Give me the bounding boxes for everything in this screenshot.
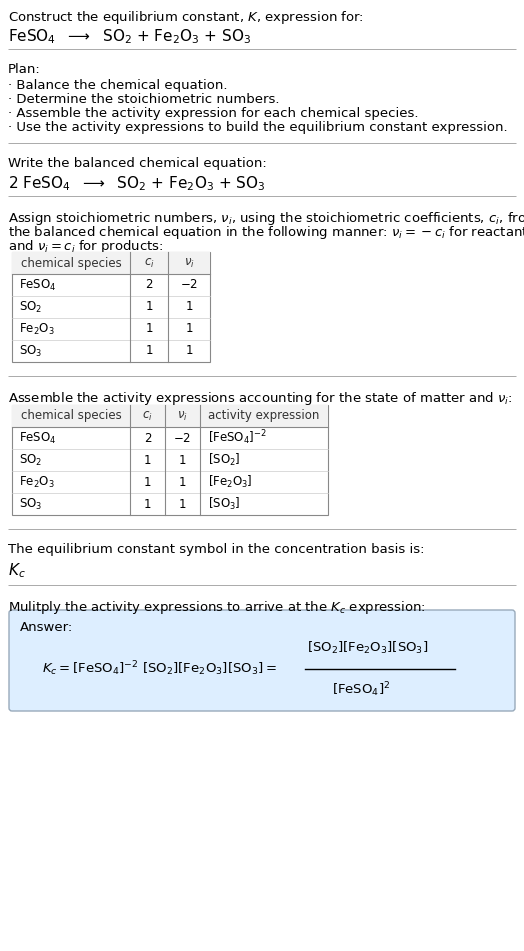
Bar [12,405,328,427]
Text: 1: 1 [179,454,186,467]
Text: 1: 1 [144,497,151,511]
Text: Fe$_2$O$_3$: Fe$_2$O$_3$ [19,475,54,490]
Text: · Use the activity expressions to build the equilibrium constant expression.: · Use the activity expressions to build … [8,121,508,134]
Text: 2: 2 [145,279,153,292]
FancyBboxPatch shape [9,610,515,711]
Text: · Balance the chemical equation.: · Balance the chemical equation. [8,79,227,92]
Text: FeSO$_4$  $\longrightarrow$  SO$_2$ + Fe$_2$O$_3$ + SO$_3$: FeSO$_4$ $\longrightarrow$ SO$_2$ + Fe$_… [8,27,251,46]
Text: [Fe$_2$O$_3$]: [Fe$_2$O$_3$] [208,474,253,490]
Text: chemical species: chemical species [20,257,122,269]
Text: · Determine the stoichiometric numbers.: · Determine the stoichiometric numbers. [8,93,279,106]
Text: Assign stoichiometric numbers, $\nu_i$, using the stoichiometric coefficients, $: Assign stoichiometric numbers, $\nu_i$, … [8,210,524,227]
Text: Mulitply the activity expressions to arrive at the $K_c$ expression:: Mulitply the activity expressions to arr… [8,599,426,616]
Text: 1: 1 [179,497,186,511]
Text: 1: 1 [144,476,151,489]
Text: [SO$_2$]: [SO$_2$] [208,452,241,468]
Text: 1: 1 [185,344,193,358]
Text: 1: 1 [185,322,193,336]
Bar [12,252,210,274]
Bar [12,252,210,362]
Text: SO$_3$: SO$_3$ [19,343,42,359]
Text: FeSO$_4$: FeSO$_4$ [19,431,57,446]
Text: 2 FeSO$_4$  $\longrightarrow$  SO$_2$ + Fe$_2$O$_3$ + SO$_3$: 2 FeSO$_4$ $\longrightarrow$ SO$_2$ + Fe… [8,174,266,193]
Text: Answer:: Answer: [20,621,73,634]
Text: SO$_3$: SO$_3$ [19,496,42,512]
Text: 1: 1 [145,301,153,314]
Text: 1: 1 [144,454,151,467]
Bar [12,405,328,515]
Text: The equilibrium constant symbol in the concentration basis is:: The equilibrium constant symbol in the c… [8,543,424,556]
Text: the balanced chemical equation in the following manner: $\nu_i = -c_i$ for react: the balanced chemical equation in the fo… [8,224,524,241]
Text: Construct the equilibrium constant, $K$, expression for:: Construct the equilibrium constant, $K$,… [8,9,364,26]
Text: $K_c = [\mathrm{FeSO_4}]^{-2}\ [\mathrm{SO_2}][\mathrm{Fe_2O_3}][\mathrm{SO_3}] : $K_c = [\mathrm{FeSO_4}]^{-2}\ [\mathrm{… [42,659,277,678]
Text: $K_c$: $K_c$ [8,561,26,580]
Text: Write the balanced chemical equation:: Write the balanced chemical equation: [8,157,267,170]
Text: $[\mathrm{FeSO_4}]^2$: $[\mathrm{FeSO_4}]^2$ [332,681,390,699]
Text: $-2$: $-2$ [173,432,192,444]
Text: $[\mathrm{SO_2}][\mathrm{Fe_2O_3}][\mathrm{SO_3}]$: $[\mathrm{SO_2}][\mathrm{Fe_2O_3}][\math… [307,639,428,655]
Text: 1: 1 [179,476,186,489]
Text: $c_i$: $c_i$ [142,410,153,422]
Text: 1: 1 [145,344,153,358]
Text: · Assemble the activity expression for each chemical species.: · Assemble the activity expression for e… [8,107,419,120]
Text: and $\nu_i = c_i$ for products:: and $\nu_i = c_i$ for products: [8,238,163,255]
Text: $-2$: $-2$ [180,279,198,292]
Text: 1: 1 [185,301,193,314]
Text: Fe$_2$O$_3$: Fe$_2$O$_3$ [19,321,54,337]
Text: [SO$_3$]: [SO$_3$] [208,496,241,512]
Text: chemical species: chemical species [20,410,122,422]
Text: activity expression: activity expression [209,410,320,422]
Text: 1: 1 [145,322,153,336]
Text: 2: 2 [144,432,151,444]
Text: $c_i$: $c_i$ [144,257,155,269]
Text: [FeSO$_4$]$^{-2}$: [FeSO$_4$]$^{-2}$ [208,429,267,447]
Text: Plan:: Plan: [8,63,41,76]
Text: SO$_2$: SO$_2$ [19,453,42,468]
Text: SO$_2$: SO$_2$ [19,300,42,315]
Text: $\nu_i$: $\nu_i$ [177,410,188,422]
Text: Assemble the activity expressions accounting for the state of matter and $\nu_i$: Assemble the activity expressions accoun… [8,390,512,407]
Text: $\nu_i$: $\nu_i$ [183,257,194,269]
Text: FeSO$_4$: FeSO$_4$ [19,278,57,293]
